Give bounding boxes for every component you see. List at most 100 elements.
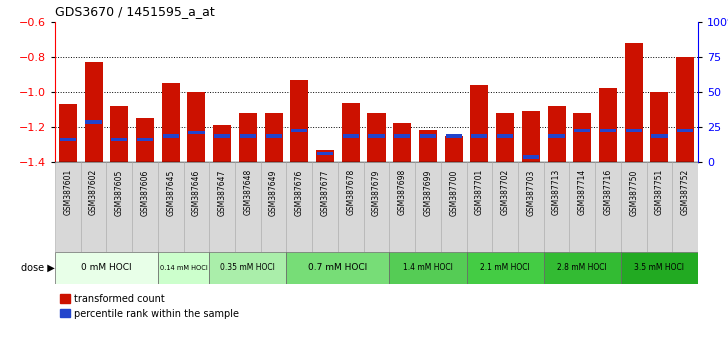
Bar (389, 162, 415, 252)
Text: dose ▶: dose ▶ (20, 263, 55, 273)
Bar (672, 162, 698, 252)
Text: GSM387601: GSM387601 (63, 169, 72, 216)
Text: GSM387700: GSM387700 (449, 169, 458, 216)
Bar (338, 162, 364, 252)
Bar (492, 162, 518, 252)
Bar (548, 134, 565, 137)
Bar (111, 137, 127, 141)
Text: GSM387752: GSM387752 (681, 169, 689, 216)
Text: 2.8 mM HOCl: 2.8 mM HOCl (558, 263, 607, 273)
Bar (646, 162, 672, 252)
Bar (60, 137, 76, 141)
Bar (210, 252, 287, 284)
Bar (467, 252, 544, 284)
Text: GSM387602: GSM387602 (89, 169, 98, 216)
Legend: transformed count, percentile rank within the sample: transformed count, percentile rank withi… (60, 294, 240, 319)
Bar (677, 129, 693, 132)
Text: GSM387677: GSM387677 (320, 169, 330, 216)
Bar (523, 155, 539, 159)
Bar (85, 120, 102, 124)
Bar (290, 80, 309, 162)
Bar (213, 125, 232, 162)
Bar (600, 129, 616, 132)
Bar (264, 113, 282, 162)
Text: GSM387698: GSM387698 (397, 169, 407, 216)
Bar (81, 162, 106, 252)
Bar (518, 162, 544, 252)
Bar (210, 162, 235, 252)
Text: GSM387699: GSM387699 (424, 169, 432, 216)
Text: 0 mM HOCl: 0 mM HOCl (81, 263, 132, 273)
Text: 0.7 mM HOCl: 0.7 mM HOCl (308, 263, 368, 273)
Bar (261, 162, 287, 252)
Text: GSM387751: GSM387751 (655, 169, 664, 216)
Bar (496, 113, 514, 162)
Bar (621, 252, 698, 284)
Bar (440, 162, 467, 252)
Text: GSM387605: GSM387605 (115, 169, 124, 216)
Bar (650, 92, 668, 162)
Text: GSM387716: GSM387716 (604, 169, 612, 216)
Bar (312, 162, 338, 252)
Text: GSM387714: GSM387714 (578, 169, 587, 216)
Text: 3.5 mM HOCl: 3.5 mM HOCl (634, 263, 684, 273)
Bar (368, 134, 384, 137)
Text: GSM387645: GSM387645 (166, 169, 175, 216)
Bar (235, 162, 261, 252)
Bar (316, 150, 334, 162)
Text: 0.14 mM HOCl: 0.14 mM HOCl (159, 265, 207, 271)
Text: GSM387676: GSM387676 (295, 169, 304, 216)
Text: GSM387606: GSM387606 (141, 169, 149, 216)
Bar (287, 252, 389, 284)
Bar (394, 134, 411, 137)
Bar (136, 118, 154, 162)
Bar (415, 162, 440, 252)
Text: GSM387701: GSM387701 (475, 169, 484, 216)
Bar (106, 162, 132, 252)
Bar (343, 134, 359, 137)
Text: 0.35 mM HOCl: 0.35 mM HOCl (221, 263, 275, 273)
Bar (162, 83, 180, 162)
Bar (55, 162, 81, 252)
Bar (317, 152, 333, 155)
Text: GSM387703: GSM387703 (526, 169, 535, 216)
Bar (470, 85, 488, 162)
Bar (84, 62, 103, 162)
Text: GSM387702: GSM387702 (501, 169, 510, 216)
Bar (187, 92, 205, 162)
Bar (497, 134, 513, 137)
Bar (652, 134, 668, 137)
Bar (55, 252, 158, 284)
Bar (625, 129, 642, 132)
Bar (420, 134, 436, 137)
Bar (137, 137, 153, 141)
Bar (522, 111, 540, 162)
Bar (544, 252, 621, 284)
Bar (625, 43, 643, 162)
Text: GDS3670 / 1451595_a_at: GDS3670 / 1451595_a_at (55, 5, 215, 18)
Bar (574, 129, 590, 132)
Bar (239, 113, 257, 162)
Bar (599, 88, 617, 162)
Text: 1.4 mM HOCl: 1.4 mM HOCl (403, 263, 453, 273)
Bar (471, 134, 488, 137)
Bar (445, 136, 463, 162)
Bar (621, 162, 646, 252)
Bar (446, 134, 462, 137)
Bar (266, 134, 282, 137)
Bar (573, 113, 591, 162)
Bar (59, 104, 77, 162)
Bar (569, 162, 595, 252)
Bar (595, 162, 621, 252)
Bar (111, 106, 128, 162)
Bar (132, 162, 158, 252)
Text: GSM387750: GSM387750 (629, 169, 638, 216)
Bar (183, 162, 210, 252)
Text: GSM387678: GSM387678 (347, 169, 355, 216)
Text: GSM387713: GSM387713 (552, 169, 561, 216)
Text: GSM387647: GSM387647 (218, 169, 226, 216)
Text: GSM387646: GSM387646 (192, 169, 201, 216)
Bar (467, 162, 492, 252)
Bar (158, 252, 210, 284)
Bar (368, 113, 386, 162)
